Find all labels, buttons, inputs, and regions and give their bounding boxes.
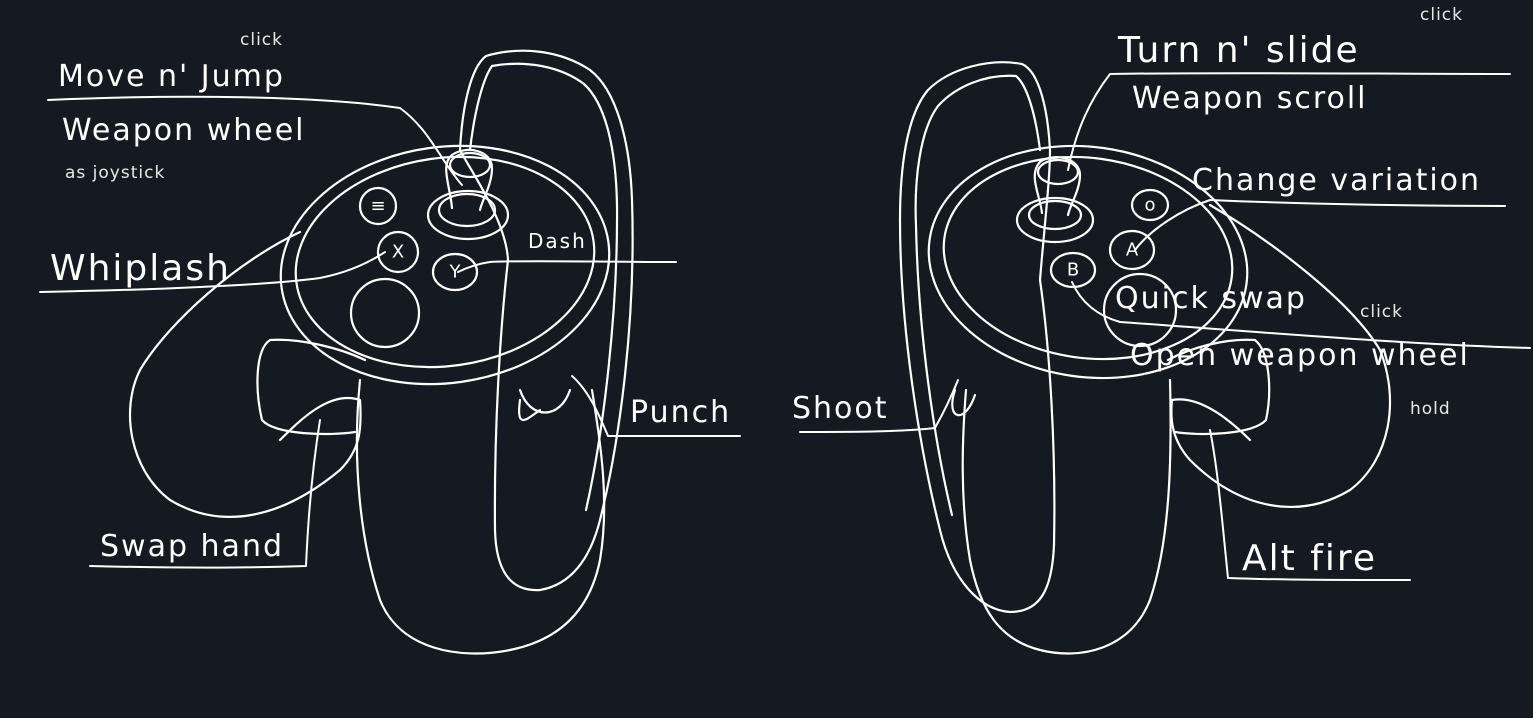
right-ring-inner — [914, 74, 1042, 517]
left-ring-inner — [468, 62, 619, 512]
right-top-face-outer — [927, 144, 1249, 380]
x-button-glyph: X — [392, 242, 404, 263]
dash-label: Dash — [528, 229, 587, 253]
left-tracking-ring — [458, 49, 634, 592]
left-x-button[interactable]: X — [376, 230, 420, 274]
left-thumbstick[interactable] — [426, 148, 510, 241]
shoot-leader — [799, 379, 959, 433]
change-variation-label: Change variation — [1192, 163, 1481, 198]
move-jump-leader — [47, 95, 463, 186]
open-weapon-wheel-label: Open weapon wheel — [1130, 338, 1470, 373]
b-button-glyph: B — [1067, 260, 1079, 281]
right-grip-shade — [951, 388, 977, 417]
left-annotations: click Move n' Jump Weapon wheel as joyst… — [39, 30, 741, 569]
menu-icon: ≡ — [370, 196, 385, 217]
swap-hand-leader — [89, 419, 321, 569]
left-controller: ≡ X Y — [128, 49, 634, 655]
left-y-button[interactable]: Y — [431, 252, 479, 292]
quick-swap-label: Quick swap — [1115, 281, 1307, 316]
left-grip — [355, 378, 606, 655]
left-top-face-inner — [294, 155, 596, 369]
punch-label: Punch — [630, 395, 731, 430]
y-button-glyph: Y — [449, 262, 462, 283]
right-grip — [961, 378, 1172, 655]
move-jump-label: Move n' Jump — [58, 59, 285, 94]
right-tracking-ring — [898, 61, 1056, 614]
right-b-button[interactable]: B — [1049, 251, 1097, 289]
left-menu-button[interactable]: ≡ — [358, 186, 398, 226]
shoot-label: Shoot — [792, 391, 889, 426]
alt-fire-leader — [1209, 429, 1411, 581]
left-thumbrest — [349, 277, 421, 349]
left-grip-wing — [128, 230, 362, 518]
a-button-glyph: A — [1126, 240, 1139, 261]
right-a-button[interactable]: A — [1108, 229, 1156, 271]
left-grip-shade — [518, 388, 572, 422]
swap-hand-label: Swap hand — [100, 529, 284, 564]
turn-slide-leader — [1067, 72, 1511, 171]
turn-slide-note: click — [1420, 5, 1463, 25]
turn-slide-label: Turn n' slide — [1117, 30, 1360, 71]
open-weapon-wheel-note: hold — [1410, 399, 1451, 419]
alt-fire-label: Alt fire — [1242, 538, 1377, 579]
whiplash-label: Whiplash — [50, 248, 231, 289]
right-annotations: click Turn n' slide Weapon scroll Change… — [792, 5, 1531, 581]
right-thumbrest — [1102, 272, 1178, 348]
change-variation-leader — [1134, 199, 1506, 251]
right-controller: o A B — [898, 61, 1392, 655]
whiplash-leader — [39, 251, 386, 293]
oculus-icon: o — [1144, 195, 1155, 216]
punch-leader — [571, 375, 741, 438]
quick-swap-leader — [1071, 281, 1531, 349]
right-thumbstick[interactable] — [1015, 156, 1095, 244]
move-jump-note: click — [240, 30, 283, 50]
quick-swap-note: click — [1360, 302, 1403, 322]
left-grip-button — [256, 338, 367, 436]
right-grip-wing — [1170, 203, 1392, 508]
dash-leader — [457, 260, 677, 273]
right-oculus-button[interactable]: o — [1130, 188, 1170, 222]
weapon-scroll-label: Weapon scroll — [1132, 81, 1368, 116]
left-top-face-outer — [279, 144, 611, 386]
right-top-face-inner — [942, 155, 1234, 361]
weapon-wheel-note: as joystick — [65, 163, 165, 183]
weapon-wheel-label: Weapon wheel — [62, 113, 306, 148]
